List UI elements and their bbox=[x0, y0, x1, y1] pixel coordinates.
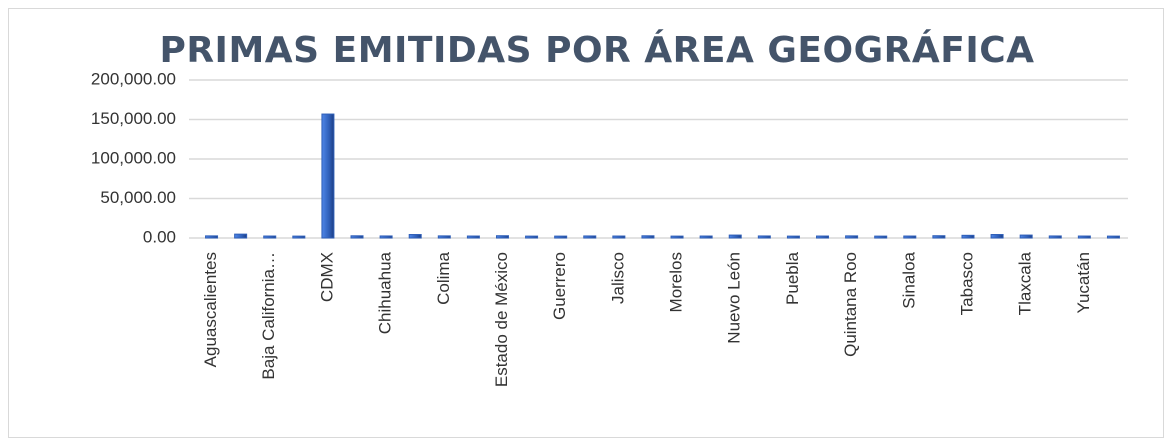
x-tick-label: Guerrero bbox=[550, 252, 569, 320]
bar bbox=[961, 234, 975, 239]
x-tick-label: Nuevo León bbox=[725, 252, 744, 344]
x-tick-label: CDMX bbox=[317, 252, 336, 302]
x-tick-label: Puebla bbox=[783, 251, 802, 304]
bar bbox=[816, 235, 830, 239]
x-tick-label: Jalisco bbox=[608, 252, 627, 304]
bar bbox=[1077, 235, 1091, 239]
bar bbox=[1106, 235, 1120, 239]
x-tick-label: Morelos bbox=[667, 252, 686, 312]
x-tick-label: Estado de México bbox=[492, 252, 511, 387]
y-tick-label: 50,000.00 bbox=[100, 188, 176, 207]
bar bbox=[234, 233, 248, 239]
bar bbox=[350, 235, 364, 239]
bar bbox=[903, 235, 917, 239]
x-tick-label: Tabasco bbox=[957, 252, 976, 315]
x-tick-label: Quintana Roo bbox=[841, 252, 860, 357]
bar bbox=[292, 235, 306, 239]
chart-border bbox=[8, 8, 1164, 438]
bar bbox=[379, 235, 393, 239]
bar bbox=[583, 235, 597, 239]
bar bbox=[612, 235, 626, 239]
chart-title: PRIMAS EMITIDAS POR ÁREA GEOGRÁFICA bbox=[159, 29, 1034, 71]
x-tick-label: Tlaxcala bbox=[1016, 251, 1035, 315]
bar bbox=[495, 235, 509, 239]
bar bbox=[641, 235, 655, 239]
y-tick-label: 100,000.00 bbox=[91, 148, 176, 167]
bar bbox=[990, 234, 1004, 239]
bar bbox=[408, 234, 422, 239]
bar bbox=[932, 235, 946, 239]
bar bbox=[437, 235, 451, 239]
bar bbox=[554, 235, 568, 239]
bar bbox=[466, 235, 480, 239]
x-tick-label: Sinaloa bbox=[899, 251, 918, 308]
bar bbox=[757, 235, 771, 239]
x-tick-label: Colima bbox=[434, 251, 453, 304]
x-tick-label: Yucatán bbox=[1074, 252, 1093, 313]
x-tick-label: Baja California… bbox=[259, 252, 278, 380]
bar bbox=[845, 235, 859, 239]
x-tick-label: Aguascalientes bbox=[201, 252, 220, 367]
y-tick-label: 200,000.00 bbox=[91, 69, 176, 88]
bar bbox=[786, 235, 800, 239]
bar bbox=[728, 234, 742, 239]
bar bbox=[263, 235, 277, 239]
bar bbox=[1048, 235, 1062, 239]
y-tick-label: 150,000.00 bbox=[91, 109, 176, 128]
y-tick-label: 0.00 bbox=[143, 227, 176, 246]
bar bbox=[1019, 234, 1033, 239]
bar bbox=[699, 235, 713, 239]
x-tick-label: Chihuahua bbox=[376, 251, 395, 334]
bar bbox=[525, 235, 539, 239]
bar bbox=[321, 113, 335, 239]
bar bbox=[874, 235, 888, 239]
bar bbox=[205, 235, 219, 239]
bar bbox=[670, 235, 684, 239]
